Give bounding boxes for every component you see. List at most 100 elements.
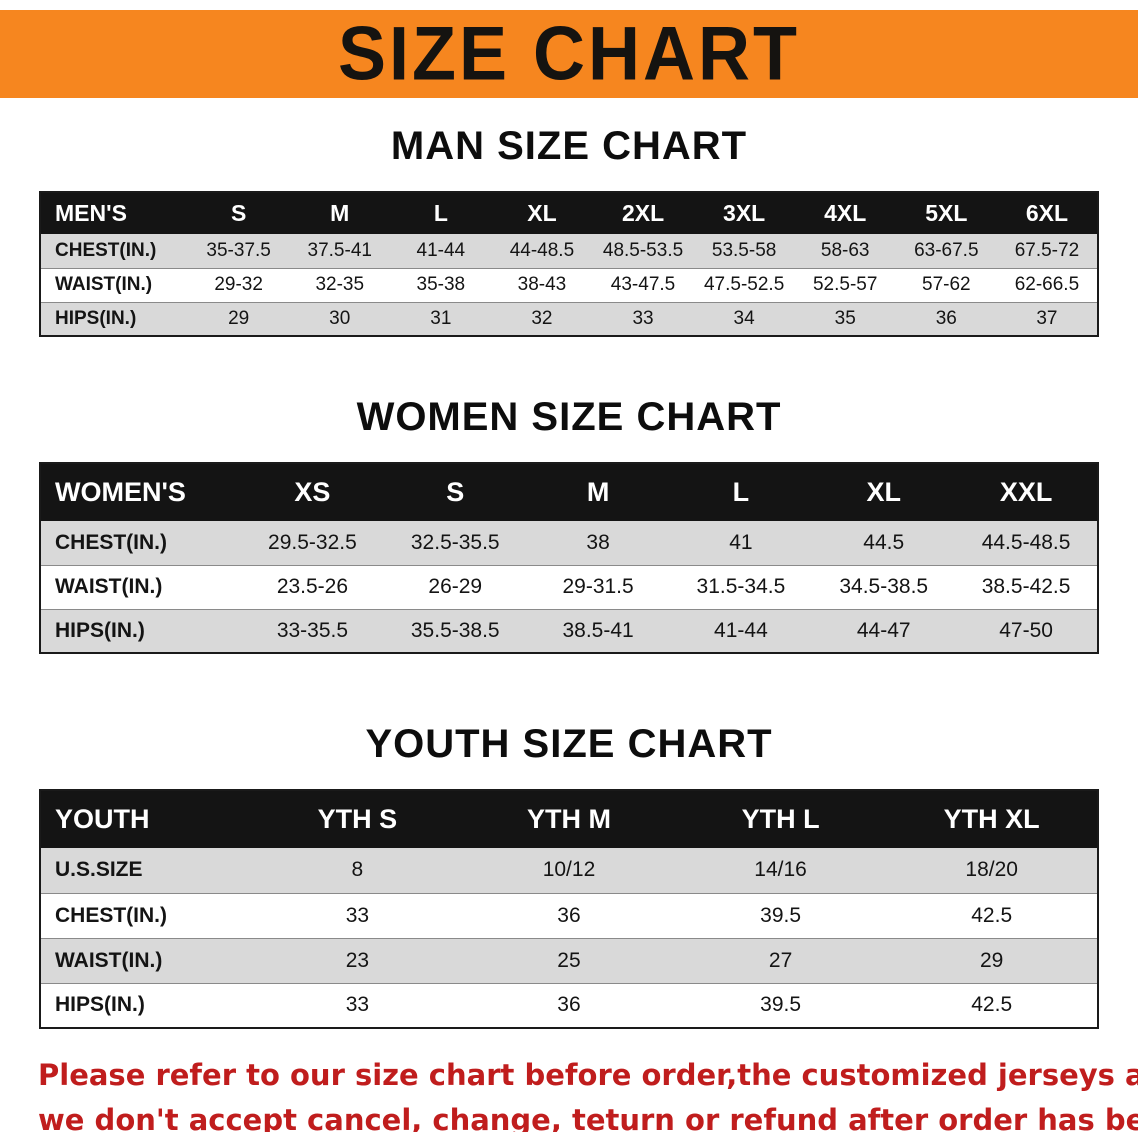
women-table-row: HIPS(IN.) 33-35.5 35.5-38.5 38.5-41 41-44 44-… (40, 609, 1098, 654)
women-table-cell: 41-44 (669, 609, 813, 654)
women-table-cell: 34.5-38.5 (812, 565, 956, 610)
youth-table-row: HIPS(IN.) 33 36 39.5 42.5 (40, 983, 1098, 1029)
women-table-cell: 32.5-35.5 (383, 521, 527, 566)
women-table-cell: 26-29 (383, 565, 527, 610)
men-table-row: WAIST(IN.) 29-32 32-35 35-38 38-43 43-47.5 47.… (40, 268, 1098, 303)
men-table-row: HIPS(IN.) 29 30 31 32 33 34 35 36 37 (40, 302, 1098, 337)
men-table-cell: 53.5-58 (693, 234, 795, 269)
youth-table-cell: 33 (251, 983, 464, 1029)
women-table-cell: 38.5-42.5 (955, 565, 1098, 610)
youth-table-header-cell: YOUTH (40, 790, 252, 848)
youth-table-header-cell: YTH S (251, 790, 464, 848)
men-table-cell: 52.5-57 (794, 268, 896, 303)
men-table-cell: 38-43 (491, 268, 593, 303)
youth-table-cell: 27 (674, 938, 887, 984)
women-table-row: WAIST(IN.) 23.5-26 26-29 29-31.5 31.5-34.5 34… (40, 565, 1098, 610)
youth-table-cell: 39.5 (674, 893, 887, 939)
women-table-cell: 23.5-26 (241, 565, 384, 610)
women-row-label: CHEST(IN.) (40, 521, 242, 566)
men-table-cell: 29 (188, 302, 290, 337)
women-table-cell: 44.5 (812, 521, 956, 566)
men-table-cell: 67.5-72 (996, 234, 1098, 269)
men-table-header-cell: XL (491, 192, 593, 234)
men-table-header-cell: 2XL (592, 192, 694, 234)
men-table-cell: 37 (996, 302, 1098, 337)
women-table-header-row: WOMEN'S XS S M L XL XXL (40, 463, 1098, 521)
youth-table-cell: 10/12 (463, 848, 675, 894)
women-size-table: WOMEN'S XS S M L XL XXL CHEST(IN.) 29.5-32.5 32.5… (39, 462, 1099, 654)
youth-row-label: WAIST(IN.) (40, 938, 252, 984)
women-row-label: HIPS(IN.) (40, 609, 242, 654)
youth-table-cell: 42.5 (886, 893, 1098, 939)
women-table-cell: 33-35.5 (241, 609, 384, 654)
women-table-cell: 44-47 (812, 609, 956, 654)
men-table-header-cell: 4XL (794, 192, 896, 234)
youth-table-row: U.S.SIZE 8 10/12 14/16 18/20 (40, 848, 1098, 894)
women-table-cell: 38.5-41 (526, 609, 670, 654)
women-table-cell: 41 (669, 521, 813, 566)
men-table-header-cell: L (390, 192, 492, 234)
women-table-row: CHEST(IN.) 29.5-32.5 32.5-35.5 38 41 44.5 44.5… (40, 521, 1098, 566)
women-table-header-cell: XL (812, 463, 956, 521)
men-table-cell: 32-35 (289, 268, 391, 303)
men-table-cell: 63-67.5 (895, 234, 997, 269)
men-table-cell: 41-44 (390, 234, 492, 269)
youth-table-cell: 36 (463, 983, 675, 1029)
youth-table-row: WAIST(IN.) 23 25 27 29 (40, 938, 1098, 984)
women-section-heading: WOMEN SIZE CHART (356, 395, 782, 439)
women-table-cell: 31.5-34.5 (669, 565, 813, 610)
men-table-cell: 48.5-53.5 (592, 234, 694, 269)
women-table-header-cell: XS (241, 463, 384, 521)
banner-title: SIZE CHART (338, 11, 800, 97)
men-table-header-cell: S (188, 192, 290, 234)
men-table-cell: 30 (289, 302, 391, 337)
youth-table-header-cell: YTH XL (886, 790, 1098, 848)
youth-size-table: YOUTH YTH S YTH M YTH L YTH XL U.S.SIZE 8 10/12… (39, 789, 1099, 1029)
men-row-label: WAIST(IN.) (40, 268, 189, 303)
men-table-header-cell: 3XL (693, 192, 795, 234)
men-table-cell: 37.5-41 (289, 234, 391, 269)
women-table-header-cell: WOMEN'S (40, 463, 242, 521)
youth-table-cell: 33 (251, 893, 464, 939)
women-table-header-cell: M (526, 463, 670, 521)
youth-table-cell: 29 (886, 938, 1098, 984)
men-size-table: MEN'S S M L XL 2XL 3XL 4XL 5XL 6XL CHEST(IN.) 35-37… (39, 191, 1099, 337)
youth-table-row: CHEST(IN.) 33 36 39.5 42.5 (40, 893, 1098, 939)
men-table-cell: 57-62 (895, 268, 997, 303)
youth-table-cell: 42.5 (886, 983, 1098, 1029)
men-table-cell: 62-66.5 (996, 268, 1098, 303)
women-table-cell: 29.5-32.5 (241, 521, 384, 566)
men-table-header-cell: 6XL (996, 192, 1098, 234)
men-table-cell: 44-48.5 (491, 234, 593, 269)
men-table-header-cell: 5XL (895, 192, 997, 234)
youth-table-header-cell: YTH M (463, 790, 675, 848)
women-table-cell: 29-31.5 (526, 565, 670, 610)
men-table-cell: 36 (895, 302, 997, 337)
youth-table-cell: 8 (251, 848, 464, 894)
disclaimer-note: Please refer to our size chart before or… (0, 1053, 1138, 1132)
men-section-heading: MAN SIZE CHART (390, 124, 748, 168)
men-table-cell: 34 (693, 302, 795, 337)
men-table-header-row: MEN'S S M L XL 2XL 3XL 4XL 5XL 6XL (40, 192, 1098, 234)
youth-table-header-row: YOUTH YTH S YTH M YTH L YTH XL (40, 790, 1098, 848)
youth-table-cell: 36 (463, 893, 675, 939)
women-table-cell: 35.5-38.5 (383, 609, 527, 654)
youth-table-header-cell: YTH L (674, 790, 887, 848)
women-table-header-cell: L (669, 463, 813, 521)
men-table-cell: 35-38 (390, 268, 492, 303)
men-table-cell: 33 (592, 302, 694, 337)
men-table-cell: 35 (794, 302, 896, 337)
men-row-label: CHEST(IN.) (40, 234, 189, 269)
youth-row-label: U.S.SIZE (40, 848, 252, 894)
women-table-cell: 38 (526, 521, 670, 566)
men-table-cell: 58-63 (794, 234, 896, 269)
men-table-cell: 43-47.5 (592, 268, 694, 303)
youth-table-cell: 25 (463, 938, 675, 984)
men-table-header-cell: MEN'S (40, 192, 189, 234)
men-table-cell: 32 (491, 302, 593, 337)
size-chart-banner: SIZE CHART (0, 10, 1138, 98)
men-table-cell: 35-37.5 (188, 234, 290, 269)
women-table-cell: 47-50 (955, 609, 1098, 654)
women-table-header-cell: XXL (955, 463, 1098, 521)
men-table-cell: 29-32 (188, 268, 290, 303)
